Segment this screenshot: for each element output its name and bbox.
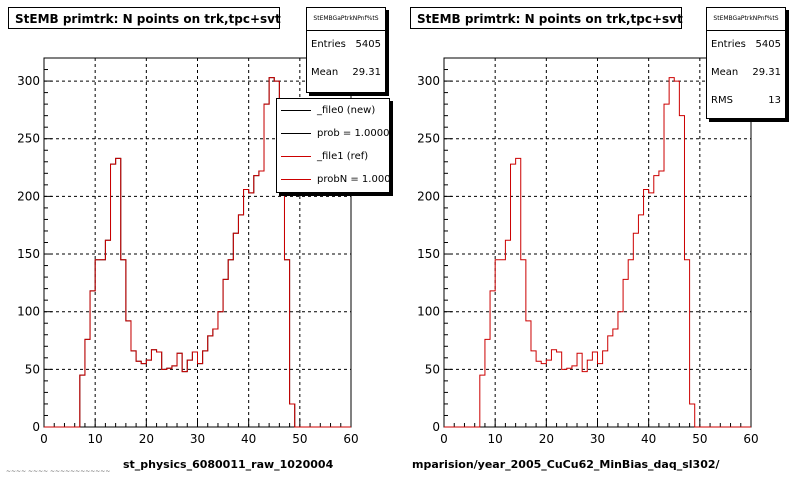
left-mean-label: Mean	[311, 67, 339, 78]
legend-entry-file1: _file1 (ref)	[277, 145, 389, 168]
left-stats-mean-row: Mean 29.31	[307, 59, 385, 87]
left-ytick-label-100: 100	[17, 305, 40, 319]
legend-swatch-new	[281, 110, 311, 111]
left-ytick-label-0: 0	[32, 420, 40, 434]
legend-swatch-prob	[281, 133, 311, 134]
right-stats-box: StEMBGaPtrkNPnf%tS Entries 5405 Mean 29.…	[706, 7, 786, 119]
right-xtick-label-30: 30	[590, 432, 605, 446]
right-ytick-label-150: 150	[417, 247, 440, 261]
legend-label-file0: _file0 (new)	[317, 105, 376, 116]
left-xtick-label-30: 30	[190, 432, 205, 446]
left-entries-value: 5405	[355, 39, 381, 50]
left-ytick-label-50: 50	[25, 362, 40, 376]
left-ytick-label-250: 250	[17, 132, 40, 146]
right-ytick-label-250: 250	[417, 132, 440, 146]
left-xtick-label-40: 40	[241, 432, 256, 446]
legend-swatch-ref	[281, 156, 311, 157]
right-xtick-label-0: 0	[440, 432, 448, 446]
left-footer-text: ~~~~ ~~~~ ~~~~~~~~~~~~	[6, 468, 111, 475]
right-xtick-label-20: 20	[539, 432, 554, 446]
right-entries-value: 5405	[755, 39, 781, 50]
left-legend: _file0 (new) prob = 1.000000 _file1 (ref…	[276, 98, 390, 193]
left-ytick-label-300: 300	[17, 74, 40, 88]
legend-entry-file0: _file0 (new)	[277, 99, 389, 122]
right-ytick-label-200: 200	[417, 189, 440, 203]
left-entries-label: Entries	[311, 39, 346, 50]
right-xtick-label-50: 50	[692, 432, 707, 446]
left-xtick-label-0: 0	[40, 432, 48, 446]
right-stats-mean-row: Mean 29.31	[707, 59, 785, 87]
left-stats-entries-row: Entries 5405	[307, 31, 385, 59]
left-plot-title: StEMB primtrk: N points on trk,tpc+svt	[8, 7, 281, 29]
right-rms-value: 13	[768, 95, 781, 106]
right-file-label: mparision/year_2005_CuCu62_MinBias_daq_s…	[412, 458, 720, 471]
left-xtick-label-50: 50	[292, 432, 307, 446]
right-histogram-series-0	[444, 77, 751, 428]
right-stats-header: StEMBGaPtrkNPnf%tS	[707, 8, 785, 31]
left-ytick-label-150: 150	[17, 247, 40, 261]
left-mean-value: 29.31	[352, 67, 381, 78]
legend-swatch-probn	[281, 179, 311, 180]
left-xtick-label-20: 20	[139, 432, 154, 446]
right-ytick-label-300: 300	[417, 74, 440, 88]
left-file-label: st_physics_6080011_raw_1020004	[123, 458, 334, 471]
right-ytick-label-0: 0	[432, 420, 440, 434]
right-rms-label: RMS	[711, 95, 733, 106]
right-xtick-label-10: 10	[488, 432, 503, 446]
legend-entry-prob: prob = 1.000000	[277, 122, 389, 145]
left-xtick-label-10: 10	[88, 432, 103, 446]
right-plot-title: StEMB primtrk: N points on trk,tpc+svt	[410, 7, 683, 29]
right-entries-label: Entries	[711, 39, 746, 50]
right-stats-entries-row: Entries 5405	[707, 31, 785, 59]
left-stats-box: StEMBGaPtrkNPnf%tS Entries 5405 Mean 29.…	[306, 7, 386, 93]
legend-entry-probn: probN = 1.000000	[277, 168, 389, 191]
right-xtick-label-60: 60	[743, 432, 758, 446]
right-xtick-label-40: 40	[641, 432, 656, 446]
right-mean-value: 29.31	[752, 67, 781, 78]
legend-label-file1: _file1 (ref)	[317, 151, 369, 162]
left-ytick-label-200: 200	[17, 189, 40, 203]
legend-label-prob: prob = 1.000000	[317, 128, 390, 139]
left-xtick-label-60: 60	[343, 432, 358, 446]
legend-label-probn: probN = 1.000000	[317, 174, 390, 185]
right-ytick-label-100: 100	[417, 305, 440, 319]
right-stats-rms-row: RMS 13	[707, 87, 785, 115]
right-ytick-label-50: 50	[425, 362, 440, 376]
right-mean-label: Mean	[711, 67, 739, 78]
left-stats-header: StEMBGaPtrkNPnf%tS	[307, 8, 385, 31]
